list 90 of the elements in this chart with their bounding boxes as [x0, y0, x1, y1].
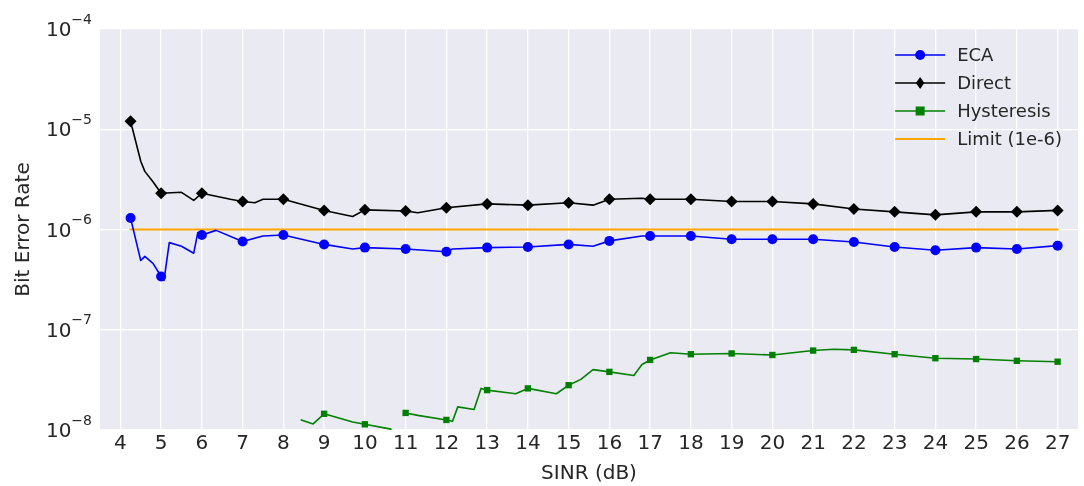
- x-tick-label: 18: [678, 430, 704, 455]
- point: [359, 242, 370, 253]
- point: [443, 416, 450, 424]
- x-tick-label: 22: [841, 430, 867, 455]
- point: [524, 385, 532, 392]
- point: [807, 197, 820, 210]
- legend-label: Hysteresis: [957, 99, 1051, 121]
- y-axis-title: Bit Error Rate: [10, 162, 35, 297]
- point: [726, 234, 737, 245]
- point: [929, 208, 942, 221]
- point: [970, 205, 983, 218]
- x-tick-label: 4: [114, 430, 127, 455]
- x-tick-label: 13: [474, 430, 500, 455]
- point: [156, 271, 167, 282]
- point: [932, 355, 939, 362]
- point: [684, 193, 697, 206]
- x-tick-label: 21: [800, 430, 826, 455]
- point: [767, 234, 778, 245]
- point: [196, 230, 207, 241]
- x-tick-label: 7: [236, 430, 249, 455]
- point: [971, 242, 982, 253]
- point: [318, 204, 331, 217]
- x-axis-title: SINR (dB): [541, 460, 637, 485]
- point: [124, 115, 137, 128]
- point: [482, 242, 493, 253]
- point: [728, 350, 735, 357]
- x-tick-label: 27: [1044, 430, 1071, 455]
- x-tick-label: 10: [352, 430, 378, 455]
- point: [1011, 243, 1022, 254]
- point: [562, 196, 575, 209]
- point: [769, 351, 776, 359]
- x-tick-label: 17: [637, 430, 663, 455]
- x-tick-label: 5: [154, 430, 168, 455]
- x-tick-label: 19: [718, 430, 745, 455]
- x-tick-label: 15: [555, 430, 582, 455]
- x-tick-label: 24: [922, 430, 949, 455]
- point: [440, 201, 453, 214]
- point: [847, 203, 860, 216]
- point: [603, 193, 616, 206]
- point: [1054, 358, 1061, 365]
- point: [808, 234, 819, 245]
- point: [891, 351, 898, 358]
- x-tick-label: 9: [317, 430, 331, 455]
- point: [766, 195, 779, 208]
- point: [1010, 205, 1023, 218]
- x-tick-label: 11: [392, 430, 419, 455]
- x-tick-label: 25: [963, 430, 989, 455]
- point: [277, 193, 290, 206]
- legend-label: Limit (1e-6): [957, 127, 1063, 149]
- point: [644, 193, 657, 206]
- x-tick-label: 6: [195, 430, 209, 455]
- point: [563, 239, 574, 250]
- point: [278, 230, 289, 241]
- point: [889, 241, 900, 252]
- point: [155, 187, 168, 200]
- point: [195, 187, 208, 200]
- point: [725, 195, 738, 208]
- point: [125, 213, 136, 224]
- x-tick-label: 20: [759, 430, 786, 455]
- x-tick-label: 23: [881, 430, 908, 455]
- point: [399, 204, 412, 217]
- point: [521, 199, 534, 212]
- legend-label: Direct: [957, 71, 1012, 93]
- x-tick-label: 8: [277, 430, 290, 455]
- x-tick-label: 14: [515, 430, 541, 455]
- point: [930, 245, 941, 256]
- legend-label: ECA: [957, 43, 995, 65]
- point: [237, 236, 248, 247]
- x-tick-label: 16: [596, 430, 623, 455]
- point: [604, 235, 615, 246]
- point: [400, 243, 411, 254]
- point: [565, 381, 572, 389]
- x-tick-label: 26: [1004, 430, 1030, 455]
- point: [645, 231, 656, 242]
- point: [685, 231, 696, 242]
- x-tick-label: 12: [433, 430, 460, 455]
- point: [236, 195, 249, 208]
- point: [1052, 240, 1063, 251]
- point: [481, 197, 494, 210]
- point: [319, 239, 330, 250]
- point: [522, 241, 533, 252]
- point: [483, 386, 491, 394]
- point: [441, 246, 452, 257]
- point: [358, 203, 371, 216]
- point: [888, 205, 901, 218]
- point: [809, 347, 817, 354]
- point: [606, 368, 613, 376]
- point: [848, 237, 859, 248]
- point: [1051, 204, 1064, 217]
- point: [402, 409, 409, 417]
